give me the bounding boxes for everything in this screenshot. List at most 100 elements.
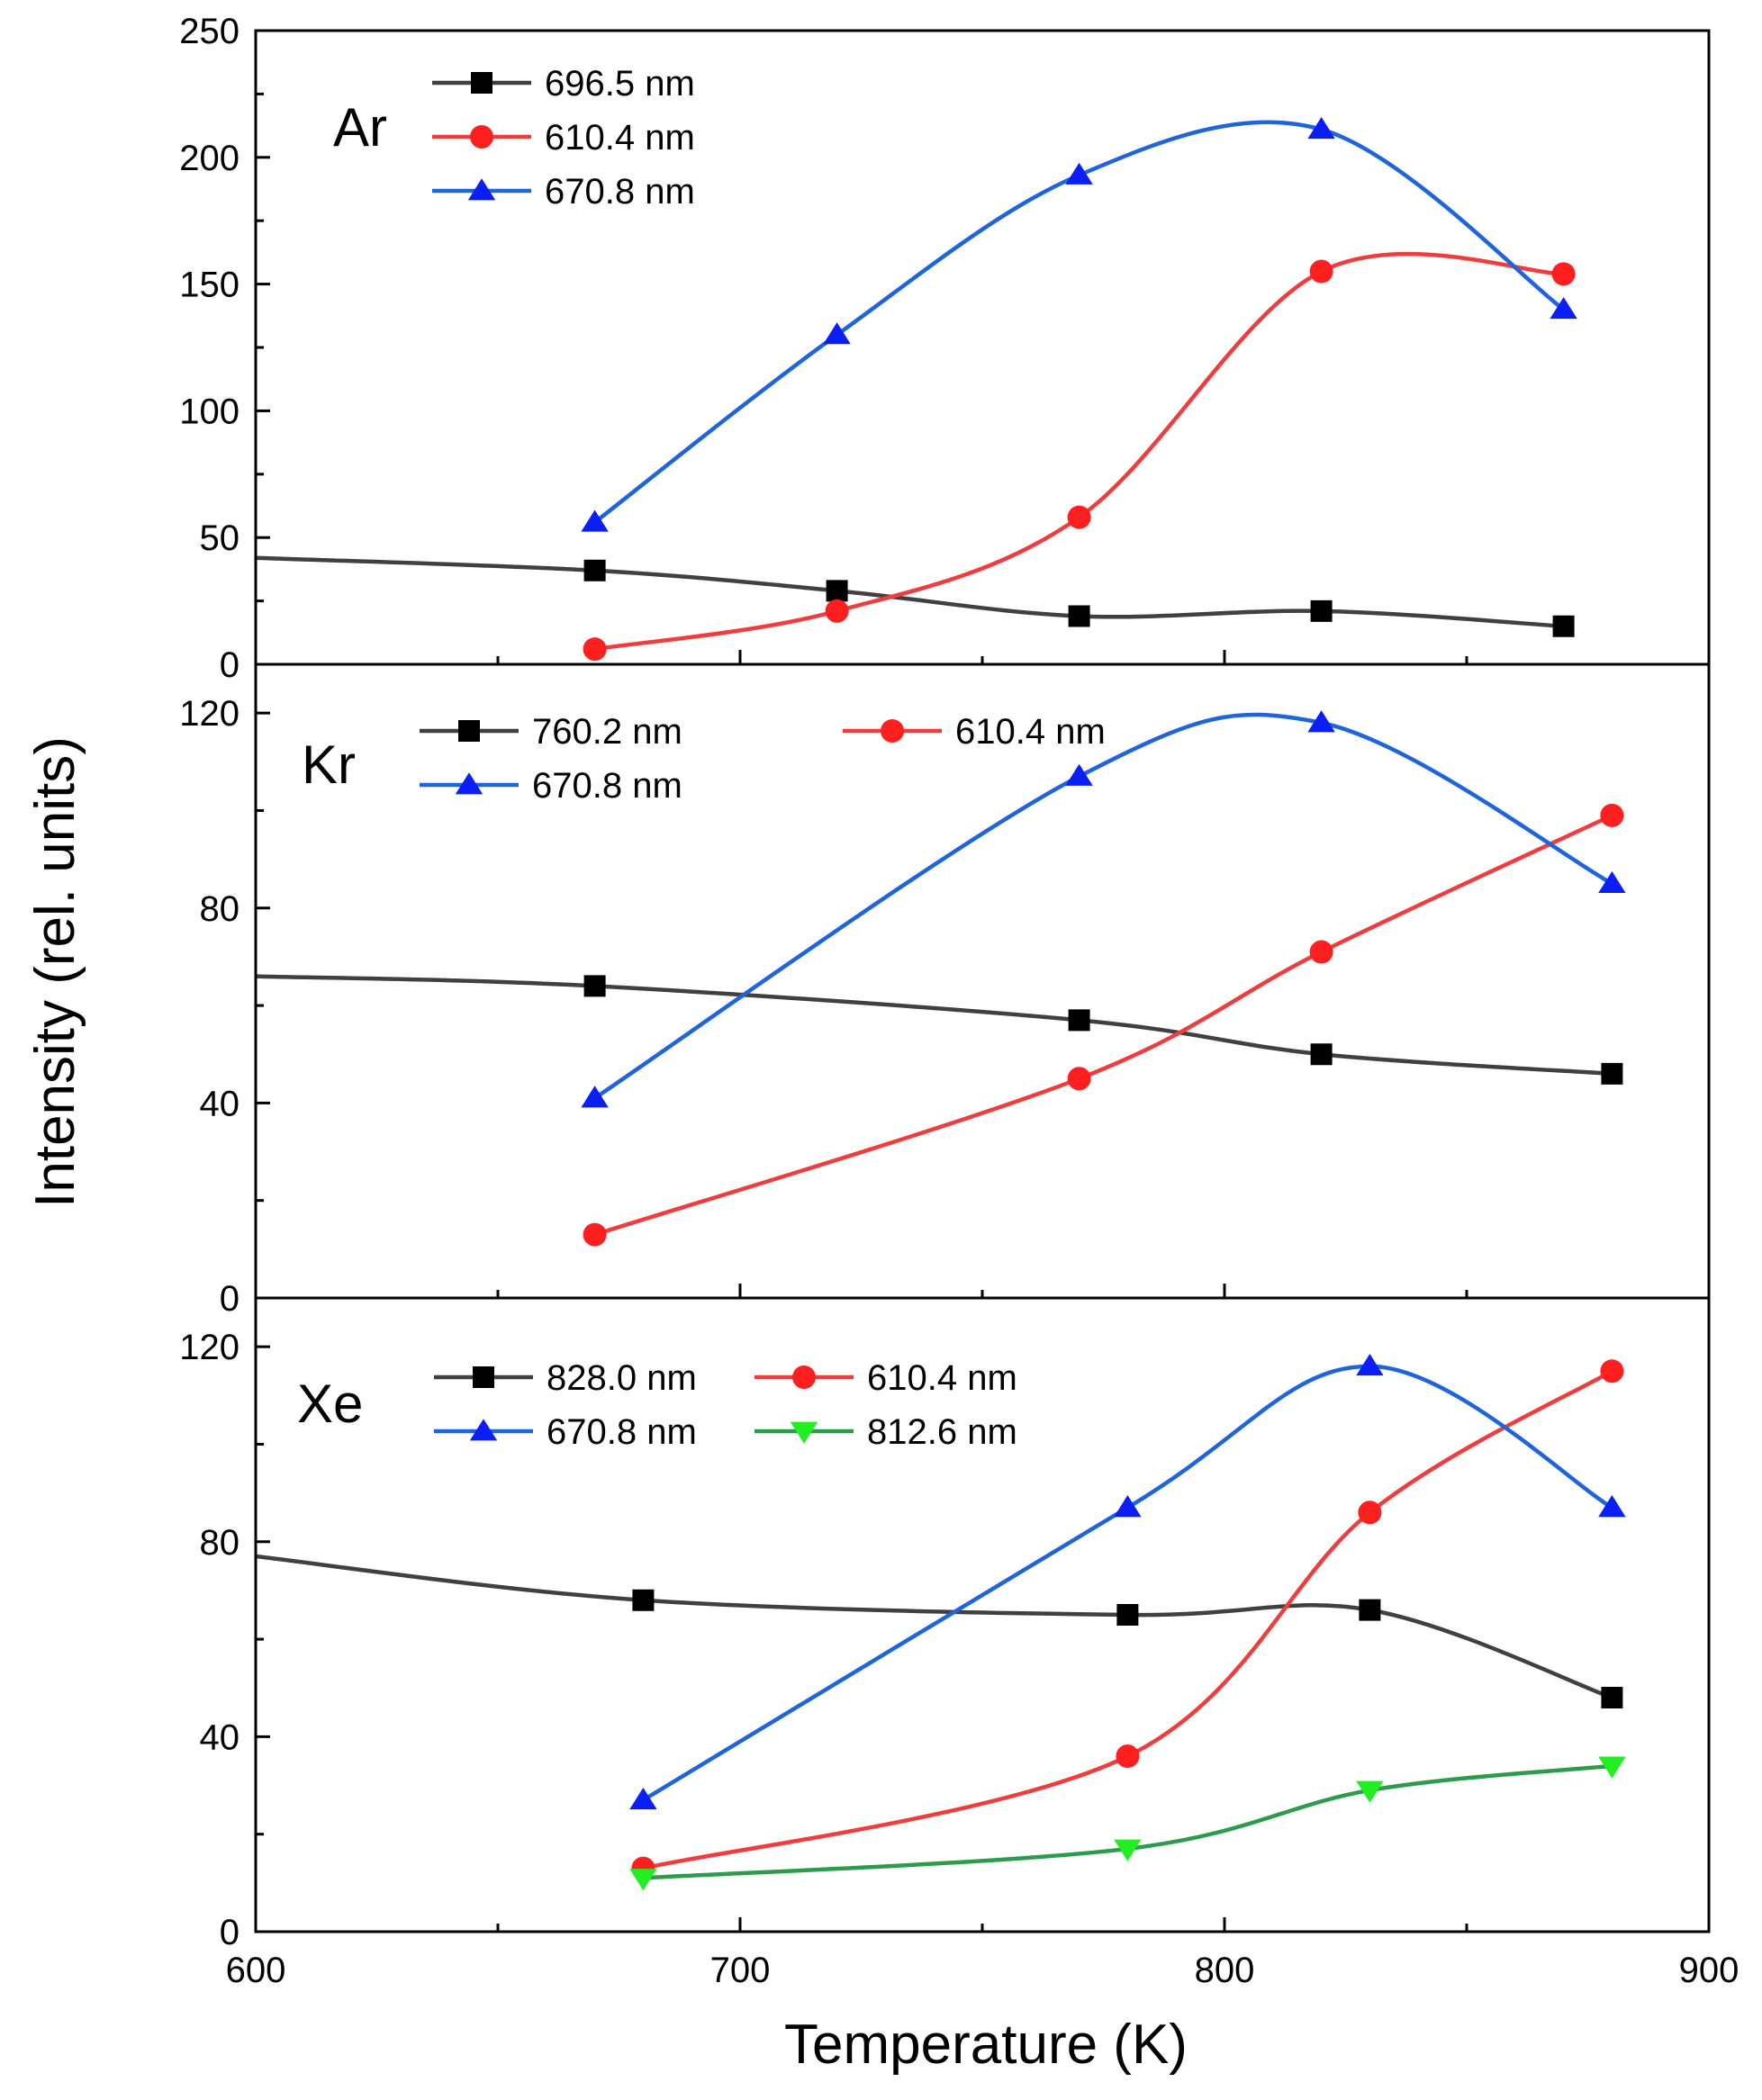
data-point [1065,162,1093,185]
data-point [1116,1604,1139,1626]
data-point [583,637,607,662]
data-point [1601,1062,1623,1085]
x-tick-label: 600 [226,1951,286,1990]
series-line-610-4-nm [642,1369,1613,1870]
data-point [1309,940,1333,964]
data-point [629,1869,657,1891]
data-point [581,509,609,532]
legend-marker [455,772,483,795]
data-point [1358,1501,1382,1525]
legend: 828.0 nm 610.4 nm 670.8 nm 812.6 nm [434,1358,1017,1452]
panel-kr: 0 40 80 120 Kr 760.2 nm 610.4 nm 670.8 nm [179,662,1711,1319]
series-line-696-5-nm [256,555,1564,629]
legend-marker [469,1419,498,1441]
legend-label: 670.8 nm [547,1412,697,1452]
x-tick-label: 900 [1679,1951,1739,1990]
series-line-610-4-nm [593,813,1613,1237]
data-point [583,1222,607,1247]
y-tick-label: 200 [179,139,239,178]
legend-marker [470,125,493,149]
data-point [1600,803,1624,827]
legend-label: 610.4 nm [545,118,695,158]
data-point [1359,1599,1381,1621]
data-point [1114,1495,1142,1518]
series-line-670-8-nm [593,712,1613,1100]
y-tick-label: 120 [179,694,239,734]
legend-label: 610.4 nm [955,712,1106,752]
data-point [1598,1756,1626,1779]
series-line-670-8-nm [642,1364,1613,1802]
legend-label: 670.8 nm [532,766,682,806]
data-point [1356,1780,1384,1803]
data-point [1067,1067,1091,1091]
y-tick-label: 0 [220,1279,239,1319]
series-line-812-6-nm [643,1763,1613,1880]
y-tick-label: 120 [179,1328,239,1367]
data-point [583,559,606,581]
legend-marker [467,178,496,201]
x-tick-label: 800 [1195,1951,1255,1990]
legend-label: 760.2 nm [532,712,682,752]
data-point [826,580,848,602]
data-point [1598,870,1626,894]
data-point [825,599,849,623]
data-point [1356,1354,1384,1376]
data-point [581,1086,609,1108]
data-point [1310,1043,1333,1066]
legend-label: 696.5 nm [545,64,695,104]
data-point [1307,710,1335,733]
y-tick-label: 0 [220,1913,239,1952]
y-tick-label: 40 [200,1717,240,1757]
data-point [1598,1495,1626,1518]
y-tick-label: 0 [220,645,239,685]
panel-label: Ar [333,97,387,158]
data-point [1065,763,1093,786]
legend: 696.5 nm 610.4 nm 670.8 nm [432,64,695,212]
series-line-610-4-nm [594,251,1564,652]
panel-label: Kr [302,735,356,795]
y-tick-label: 100 [179,392,239,431]
x-axis-title: Temperature (K) [784,2014,1188,2076]
data-point [1310,599,1333,622]
legend-label: 812.6 nm [867,1412,1017,1452]
legend-marker [458,720,480,742]
panel-label: Xe [297,1374,363,1434]
legend-label: 670.8 nm [545,172,695,212]
data-point [583,975,606,997]
x-tick-label: 700 [710,1951,771,1990]
data-point [1551,262,1576,286]
legend-marker [790,1421,818,1444]
data-point [1068,1009,1090,1032]
plot-layer: 0 50 100 150 200 250 Ar 696.5 nm 610.4 nm 670.8 n… [179,12,1739,1990]
panel-ar: 0 50 100 150 200 250 Ar 696.5 nm 610.4 nm 670.8 n… [179,12,1711,685]
legend-label: 610.4 nm [867,1358,1017,1398]
y-tick-label: 50 [200,518,240,558]
data-point [1067,505,1091,529]
data-point [1307,117,1335,140]
data-point [1552,615,1575,637]
y-tick-label: 150 [179,266,239,305]
legend-marker [792,1365,816,1389]
data-point [632,1589,655,1611]
y-tick-label: 250 [179,12,239,51]
data-point [1309,259,1333,284]
y-axis-title: Intensity (rel. units) [24,736,86,1208]
data-point [1550,296,1577,320]
data-point [1114,1839,1142,1861]
legend-marker [471,72,492,94]
y-tick-label: 80 [200,1523,240,1563]
legend-marker [473,1366,494,1388]
data-point [629,1787,657,1810]
data-point [1600,1359,1624,1383]
series-line-760-2-nm [256,974,1613,1077]
legend-label: 828.0 nm [547,1358,697,1398]
data-point [1068,605,1090,627]
data-point [823,322,851,345]
y-tick-label: 40 [200,1084,240,1123]
data-point [1116,1744,1140,1769]
data-point [1601,1687,1623,1709]
series-line-828-0-nm [256,1554,1613,1700]
legend-marker [881,719,904,743]
panel-xe: 0 40 80 120 600 700 800 900 Xe 828.0 nm 610.4 nm 67… [179,1296,1739,1990]
